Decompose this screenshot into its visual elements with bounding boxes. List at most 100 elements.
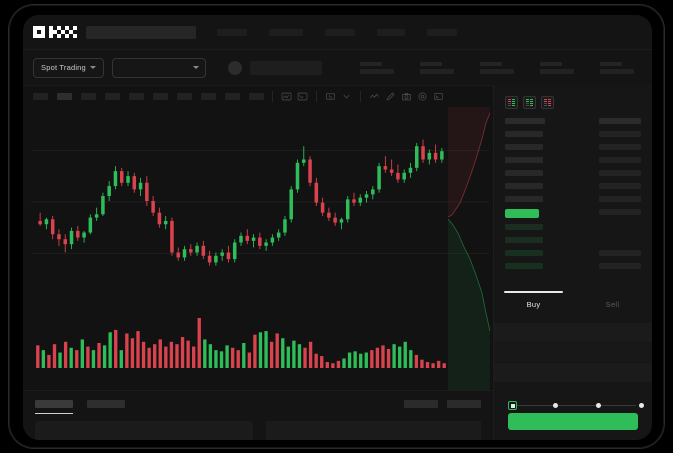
orderbook-size-cell	[599, 196, 641, 202]
spot-trading-dropdown[interactable]: Spot Trading	[33, 57, 104, 78]
slider-step-3[interactable]	[638, 402, 644, 408]
camera-icon[interactable]	[401, 91, 412, 102]
bottom-action-1[interactable]	[404, 400, 438, 408]
orderbook-row-ask[interactable]	[505, 144, 641, 150]
orderbook-price-cell	[505, 196, 543, 202]
nav-item-2[interactable]	[269, 28, 303, 36]
header-nav	[217, 28, 457, 36]
alert-icon[interactable]: fx	[325, 91, 336, 102]
stat-label	[359, 61, 382, 66]
orderbook-size-cell	[599, 170, 641, 176]
compare-icon[interactable]	[297, 91, 308, 102]
toolbar-divider	[360, 91, 361, 102]
more-chevron-icon[interactable]	[341, 91, 352, 102]
orderbook-size-cell	[599, 157, 641, 163]
toggle-col-left	[526, 98, 529, 107]
amount-slider[interactable]	[508, 401, 644, 410]
fullscreen-icon[interactable]	[433, 91, 444, 102]
timeframe-9[interactable]	[225, 93, 240, 100]
orderbook-price-cell	[505, 183, 543, 189]
nav-item-5[interactable]	[427, 28, 457, 36]
market-stats	[359, 61, 634, 74]
orderbook-row-bid[interactable]	[505, 237, 641, 243]
stat-label	[479, 61, 502, 66]
orderbook-price-cell	[505, 170, 543, 176]
order-price-field[interactable]	[494, 323, 652, 342]
tab-sell[interactable]: Sell	[605, 299, 620, 309]
bottom-tab-1[interactable]	[35, 400, 73, 414]
timeframe-10[interactable]	[249, 93, 264, 100]
submit-order-button[interactable]	[508, 413, 638, 430]
bottom-panel-left[interactable]	[35, 421, 253, 440]
timeframe-6[interactable]	[153, 93, 168, 100]
toggle-col-left	[544, 98, 547, 107]
orderbook-view-bids[interactable]	[523, 96, 536, 109]
orderbook-row-ask[interactable]	[505, 183, 641, 189]
stat-5	[599, 61, 634, 74]
stat-label	[599, 61, 622, 66]
price-chart[interactable]	[23, 107, 493, 390]
orderbook-row-bid[interactable]	[505, 224, 641, 230]
orderbook-price-cell	[505, 263, 543, 269]
bottom-tab-2[interactable]	[87, 400, 125, 408]
stat-2	[419, 61, 454, 74]
orderbook-view-toggles	[494, 85, 652, 109]
stat-4	[539, 61, 574, 74]
stat-1	[359, 61, 394, 74]
orderbook-size-cell	[599, 144, 641, 150]
slider-step-1[interactable]	[552, 402, 558, 408]
orderbook-row-bid[interactable]	[505, 263, 641, 269]
timeframe-4[interactable]	[105, 93, 120, 100]
orderbook-size-cell	[599, 263, 641, 269]
toggle-col-right	[512, 98, 515, 107]
orderbook-row-mid[interactable]	[505, 209, 641, 218]
orderbook-row-ask[interactable]	[505, 131, 641, 137]
nav-item-3[interactable]	[325, 28, 355, 36]
stat-value	[419, 68, 454, 74]
stat-label	[419, 61, 442, 66]
nav-item-4[interactable]	[377, 28, 405, 36]
orderbook-price-cell	[505, 250, 543, 256]
orderbook-row-ask[interactable]	[505, 196, 641, 202]
orderbook-row-ask[interactable]	[505, 170, 641, 176]
tab-label	[87, 400, 125, 408]
trading-pair-dropdown[interactable]	[111, 57, 206, 78]
bottom-panel-right[interactable]	[266, 421, 481, 440]
order-amount-field[interactable]	[494, 343, 652, 362]
tab-label	[35, 400, 73, 408]
orderbook-row-ask[interactable]	[505, 157, 641, 163]
pair-name-label	[249, 60, 322, 75]
timeframe-8[interactable]	[201, 93, 216, 100]
timeframe-1[interactable]	[33, 93, 48, 100]
drawing-pencil-icon[interactable]	[385, 91, 396, 102]
line-chart-icon[interactable]	[369, 91, 380, 102]
okx-logo[interactable]	[33, 26, 77, 38]
timeframe-2[interactable]	[57, 93, 72, 100]
tab-buy[interactable]: Buy	[494, 291, 573, 317]
slider-step-2[interactable]	[595, 402, 601, 408]
indicators-icon[interactable]	[281, 91, 292, 102]
orderbook-view-asks[interactable]	[541, 96, 554, 109]
timeframe-group	[33, 93, 264, 100]
bottom-action-2[interactable]	[447, 400, 481, 408]
buy-sell-tabs: Buy Sell	[494, 291, 652, 317]
orderbook-row-bid[interactable]	[505, 250, 641, 256]
timeframe-5[interactable]	[129, 93, 144, 100]
orderbook-price-cell	[505, 224, 543, 230]
candlestick-pane	[23, 107, 493, 305]
slider-handle[interactable]	[508, 401, 517, 410]
orderbook-price-cell	[505, 131, 543, 137]
settings-gear-icon[interactable]	[417, 91, 428, 102]
bottom-tabs	[23, 391, 493, 414]
order-total-field[interactable]	[494, 363, 652, 382]
spot-trading-label: Spot Trading	[41, 63, 86, 72]
nav-item-1[interactable]	[217, 28, 247, 36]
orderbook-size-cell	[599, 118, 641, 124]
search-input[interactable]	[86, 25, 196, 39]
orderbook-view-both[interactable]	[505, 96, 518, 109]
toolbar-divider	[316, 91, 317, 102]
timeframe-3[interactable]	[81, 93, 96, 100]
timeframe-7[interactable]	[177, 93, 192, 100]
orderbook-price-cell	[505, 157, 543, 163]
orderbook-size-cell	[599, 209, 641, 215]
